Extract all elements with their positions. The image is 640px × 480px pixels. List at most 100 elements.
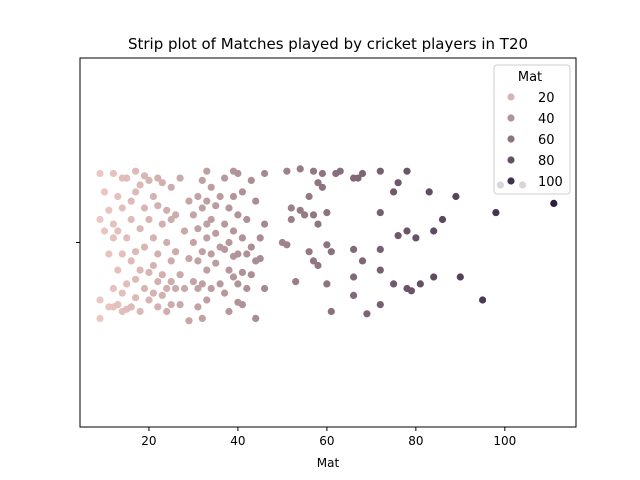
- data-point: [185, 197, 193, 205]
- data-point: [140, 243, 149, 251]
- data-point: [158, 179, 166, 187]
- data-point: [194, 192, 202, 201]
- data-point: [163, 307, 171, 316]
- data-point: [198, 204, 206, 212]
- data-point: [212, 229, 220, 237]
- data-point: [456, 273, 464, 281]
- data-point: [189, 278, 197, 286]
- data-point: [229, 273, 238, 281]
- data-point: [105, 206, 113, 214]
- data-point: [105, 250, 113, 258]
- x-tick-label: 100: [493, 434, 516, 448]
- data-point: [314, 179, 322, 187]
- data-point: [247, 176, 255, 184]
- data-point: [252, 314, 260, 322]
- chart-title: Strip plot of Matches played by cricket …: [128, 35, 528, 53]
- data-point: [136, 307, 144, 316]
- data-point: [376, 209, 384, 217]
- data-point: [234, 211, 242, 219]
- data-point: [376, 266, 384, 274]
- data-point: [225, 266, 233, 274]
- data-point: [172, 284, 180, 293]
- data-point: [314, 220, 322, 228]
- data-point: [221, 174, 229, 182]
- data-point: [207, 215, 215, 224]
- data-point: [212, 202, 220, 210]
- data-point: [261, 169, 269, 178]
- data-point: [350, 273, 358, 281]
- x-tick-label: 40: [230, 434, 245, 448]
- data-point: [234, 250, 242, 258]
- x-tick-label: 20: [141, 434, 156, 448]
- data-point: [109, 284, 117, 293]
- data-point: [394, 232, 402, 240]
- x-tick-label: 60: [319, 434, 334, 448]
- data-point: [118, 250, 126, 258]
- data-point: [127, 257, 135, 265]
- legend-marker: [507, 135, 515, 143]
- data-point: [358, 169, 367, 178]
- legend: Mat 20 40 60 80 100: [493, 64, 571, 195]
- legend-marker: [507, 156, 515, 164]
- data-point: [167, 278, 175, 286]
- data-point: [256, 255, 264, 263]
- data-point: [407, 287, 415, 295]
- data-point: [149, 192, 157, 201]
- data-point: [261, 220, 269, 228]
- data-point: [309, 211, 318, 219]
- data-point: [323, 241, 331, 249]
- data-point: [327, 307, 335, 316]
- data-point: [296, 206, 304, 214]
- data-point: [189, 238, 197, 247]
- data-point: [127, 215, 135, 224]
- data-point: [145, 176, 153, 184]
- data-point: [132, 167, 140, 175]
- data-point: [309, 167, 318, 175]
- data-point: [238, 234, 246, 242]
- data-point: [412, 234, 420, 242]
- data-point: [216, 280, 224, 288]
- data-point: [176, 174, 184, 182]
- data-point: [114, 192, 122, 201]
- data-point: [198, 248, 206, 256]
- data-point: [203, 220, 211, 228]
- points-layer: [96, 165, 558, 325]
- data-point: [136, 266, 144, 274]
- data-point: [194, 257, 202, 265]
- data-point: [149, 234, 157, 242]
- data-point: [550, 199, 558, 207]
- data-point: [292, 278, 300, 286]
- data-point: [327, 248, 335, 256]
- data-point: [96, 169, 104, 178]
- data-point: [100, 227, 109, 235]
- data-point: [118, 289, 126, 297]
- data-point: [132, 248, 140, 256]
- data-point: [318, 169, 326, 178]
- data-point: [163, 206, 171, 214]
- data-point: [350, 245, 358, 253]
- data-point: [194, 284, 202, 293]
- data-point: [118, 204, 126, 212]
- data-point: [109, 169, 117, 178]
- data-point: [194, 225, 202, 233]
- data-point: [203, 296, 211, 304]
- data-point: [354, 174, 362, 182]
- data-point: [425, 188, 433, 196]
- data-point: [247, 243, 255, 251]
- data-point: [479, 296, 487, 304]
- data-point: [430, 273, 438, 281]
- data-point: [176, 301, 184, 309]
- data-point: [492, 209, 500, 217]
- legend-label: 20: [538, 91, 555, 106]
- x-tick-label: 80: [408, 434, 423, 448]
- data-point: [123, 234, 131, 242]
- data-point: [176, 271, 184, 279]
- data-point: [416, 280, 424, 288]
- data-point: [167, 215, 175, 224]
- data-point: [350, 291, 358, 299]
- data-point: [243, 284, 251, 293]
- data-point: [403, 227, 411, 235]
- data-point: [114, 227, 122, 235]
- x-axis-ticks: 20 40 60 80 100: [141, 427, 516, 448]
